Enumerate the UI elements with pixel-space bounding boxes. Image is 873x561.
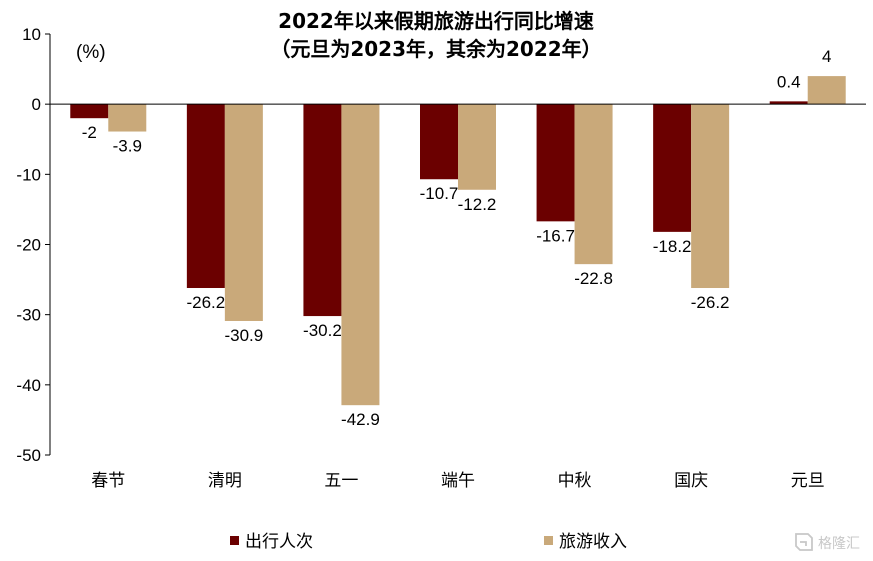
data-label: -12.2	[458, 195, 497, 214]
bar-revenue	[341, 104, 380, 406]
bar-revenue	[108, 104, 147, 132]
bar-revenue	[691, 104, 730, 289]
data-label: 0.4	[777, 72, 801, 91]
legend: 出行人次 旅游收入	[230, 532, 627, 552]
bars	[50, 76, 866, 406]
chart-subtitle: （元旦为2023年，其余为2022年）	[270, 37, 601, 61]
data-label: -10.7	[420, 184, 459, 203]
y-tick-label: -40	[16, 376, 41, 395]
y-tick-label: -30	[16, 306, 41, 325]
y-tick-label: -50	[16, 446, 41, 465]
category-label: 春节	[91, 471, 125, 491]
legend-label: 旅游收入	[559, 532, 627, 552]
category-label: 端午	[441, 471, 475, 491]
bar-trips	[420, 104, 458, 180]
watermark-logo-icon	[795, 533, 813, 551]
data-label: -22.8	[574, 269, 613, 288]
unit-label: (%)	[76, 42, 106, 63]
data-label: -16.7	[536, 226, 575, 245]
category-label: 元旦	[791, 471, 825, 491]
legend-swatch	[230, 536, 239, 545]
bar-revenue	[574, 104, 613, 265]
bar-trips	[769, 101, 808, 105]
data-label: -42.9	[341, 410, 380, 429]
data-label: -2	[82, 123, 97, 142]
category-label: 国庆	[674, 471, 708, 491]
bar-trips	[70, 104, 109, 119]
category-label: 五一	[324, 471, 358, 491]
watermark-text: 格隆汇	[818, 536, 860, 552]
data-label: -18.2	[653, 237, 692, 256]
data-label: -3.9	[113, 137, 142, 156]
bar-revenue	[807, 76, 846, 105]
bar-trips	[186, 104, 225, 289]
legend-swatch	[544, 536, 553, 545]
y-axis: 10 0 -10 -20 -30 -40 -50	[16, 25, 51, 465]
category-label: 中秋	[558, 471, 592, 491]
bar-trips	[653, 104, 692, 232]
y-tick-label: 10	[22, 25, 41, 44]
bar-trips	[536, 104, 575, 222]
y-tick-label: -10	[16, 165, 41, 184]
chart-title: 2022年以来假期旅游出行同比增速	[278, 9, 594, 33]
data-label: -26.2	[186, 293, 225, 312]
bar-revenue	[224, 104, 263, 321]
bar-revenue	[458, 104, 496, 190]
category-labels: 春节 清明 五一 端午 中秋 国庆 元旦	[91, 471, 824, 491]
y-tick-label: 0	[32, 95, 41, 114]
category-label: 清明	[208, 471, 242, 491]
data-label: -30.9	[224, 326, 263, 345]
y-tick-label: -20	[16, 236, 41, 255]
data-label: -26.2	[691, 293, 730, 312]
watermark: 格隆汇	[795, 533, 860, 552]
data-label: 4	[822, 47, 831, 66]
data-labels: -2 -3.9 -26.2 -30.9 -30.2 -42.9 -10.7-12.2 -16.…	[82, 47, 832, 429]
legend-label: 出行人次	[245, 532, 313, 552]
bar-trips	[303, 104, 342, 317]
data-label: -30.2	[303, 321, 342, 340]
